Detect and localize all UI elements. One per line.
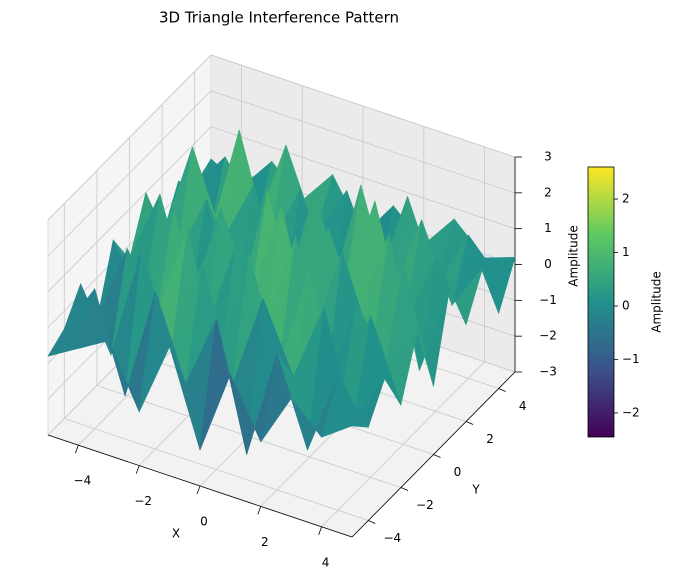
colorbar-tick-label: −1 [622,352,640,366]
z-tick-label: −3 [539,365,557,379]
x-tick [196,485,201,495]
z-tick-label: −1 [539,293,557,307]
grid-line [47,54,212,221]
z-axis-label: Amplitude [567,225,581,287]
y-tick-label: −4 [383,531,401,545]
y-tick [498,388,506,392]
y-tick [465,421,474,425]
grid-line [210,54,516,158]
x-tick [318,526,322,535]
y-tick-label: 2 [486,432,494,446]
z-tick-label: 0 [544,257,552,271]
colorbar-label: Amplitude [650,271,664,333]
y-tick-label: 0 [454,465,462,479]
y-tick [400,487,409,491]
chart-title: 3D Triangle Interference Pattern [159,9,399,27]
x-tick-label: 2 [261,535,269,549]
y-tick [368,520,376,524]
grid-line [64,418,369,521]
x-tick-label: −4 [74,474,92,488]
x-tick [75,445,79,454]
z-tick-label: 3 [544,150,552,164]
x-tick-label: −2 [134,494,152,508]
x-tick-label: 0 [200,515,208,529]
z-tick-label: −2 [539,329,557,343]
x-tick [257,506,262,515]
grid-line [47,90,212,257]
x-axis-label: X [172,527,180,541]
grid-line [210,126,516,230]
y-tick-label: 4 [519,399,527,413]
grid-line [210,90,516,194]
colorbar-tick-label: 0 [622,299,630,313]
surface-cell [321,376,369,438]
colorbar-tick-label: 1 [622,245,630,259]
colorbar-tick-label: 2 [622,192,630,206]
z-tick-label: 2 [544,185,552,199]
z-tick-label: 1 [544,221,552,235]
colorbar-tick-label: −2 [622,405,640,419]
colorbar [587,166,615,438]
grid-line [47,126,212,292]
y-tick-label: −2 [416,498,434,512]
y-axis-label: Y [471,483,480,497]
y-tick [433,454,441,458]
x-tick [135,465,140,474]
x-tick-label: 4 [322,555,330,569]
